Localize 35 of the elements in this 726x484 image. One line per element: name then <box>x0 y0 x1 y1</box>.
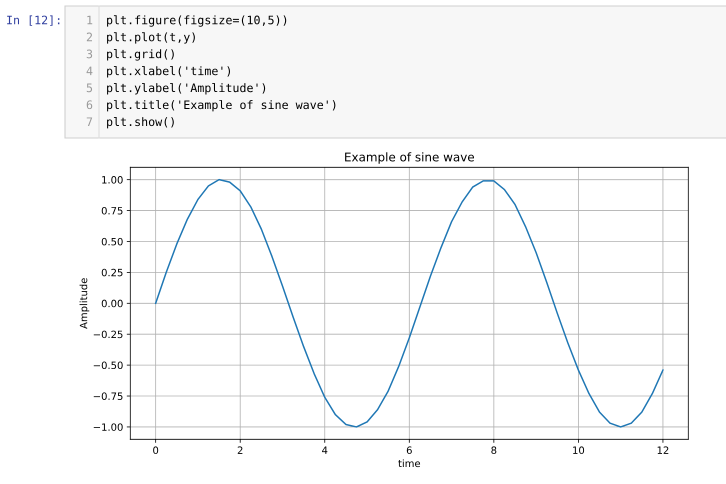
x-tick-label: 2 <box>238 446 242 454</box>
x-axis-title: time <box>398 459 420 468</box>
chart-title: Example of sine wave <box>345 152 474 164</box>
y-tick-label: 0.25 <box>102 268 122 276</box>
y-tick-label: 0.00 <box>102 300 123 308</box>
text: plt.xlabel('time') <box>107 66 230 78</box>
y-tick-label: −0.50 <box>94 361 123 370</box>
y-tick-label: −1.00 <box>94 423 123 431</box>
y-tick-label: 1.00 <box>102 176 123 184</box>
text: plt.figure(figsize=(10,5)) <box>107 15 286 27</box>
line-series <box>154 178 664 428</box>
y-axis-title: Amplitude <box>80 278 90 329</box>
text: 1 <box>87 16 92 24</box>
y-tick-label: −0.75 <box>94 392 122 400</box>
text: 2 <box>86 32 92 42</box>
text: plt.grid() <box>107 49 174 61</box>
text: 5 <box>86 84 92 92</box>
x-tick-label: 10 <box>573 446 584 454</box>
x-tick-label: 8 <box>491 446 496 454</box>
text: 7 <box>86 117 92 126</box>
x-tick-label: 6 <box>406 446 412 454</box>
text: 3 <box>86 49 92 58</box>
x-tick-label: 4 <box>322 446 328 454</box>
text: In [12]: <box>7 15 60 26</box>
text: plt.ylabel('Amplitude') <box>107 83 266 94</box>
y-tick-label: −0.25 <box>94 330 122 338</box>
text: 6 <box>86 100 92 110</box>
y-tick-label: 0.75 <box>102 206 122 215</box>
text: plt.plot(t,y) <box>107 32 195 44</box>
x-tick-label: 0 <box>153 446 158 454</box>
x-tick-label: 12 <box>658 446 668 454</box>
y-tick-label: 0.50 <box>102 238 123 246</box>
text: 4 <box>86 66 92 76</box>
text: plt.title('Example of sine wave') <box>107 100 336 112</box>
text: plt.show() <box>107 117 174 128</box>
